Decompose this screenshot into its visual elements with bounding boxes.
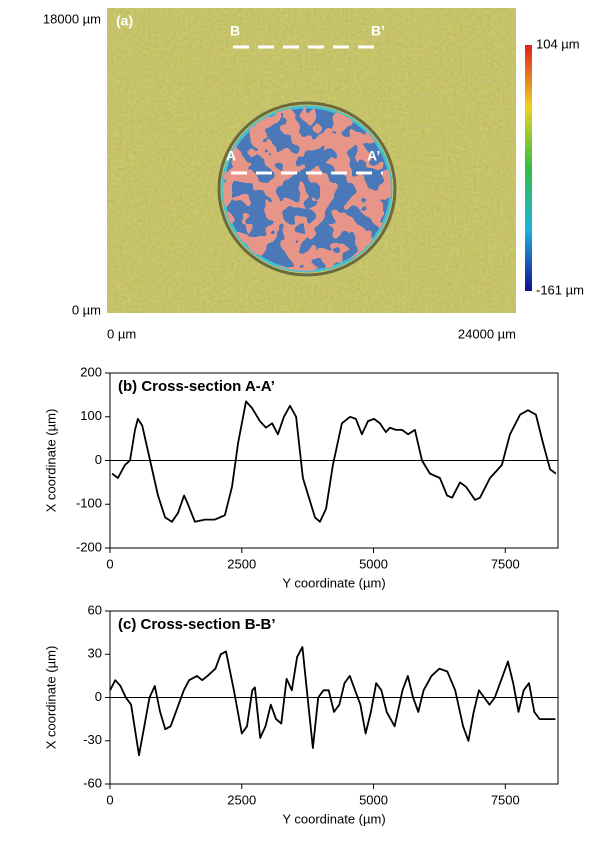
y-tick-label: 18000 µm (43, 11, 101, 26)
x-tick-label: 2500 (227, 556, 256, 571)
y-axis-label: X coordinate (µm) (43, 646, 58, 750)
annotation: B (230, 23, 240, 39)
x-tick-label: 5000 (359, 792, 388, 807)
data-line (111, 400, 557, 523)
colorbar-label: -161 µm (536, 282, 584, 297)
y-tick-label: 0 µm (72, 302, 101, 317)
x-tick-label: 0 (106, 792, 113, 807)
y-tick-label: 200 (80, 364, 102, 379)
x-tick-label: 7500 (491, 556, 520, 571)
y-tick-label: 100 (80, 408, 102, 423)
y-tick-label: -30 (83, 732, 102, 747)
x-tick-label: 0 (106, 556, 113, 571)
y-tick-label: 30 (88, 646, 102, 661)
colorbar (525, 45, 532, 291)
x-tick-label: 24000 µm (458, 326, 516, 341)
x-axis-label: Y coordinate (µm) (282, 811, 385, 826)
annotation: A’ (367, 148, 380, 164)
annotation: B’ (371, 23, 385, 39)
x-axis-label: Y coordinate (µm) (282, 575, 385, 590)
pit-texture (223, 107, 391, 271)
x-tick-label: 5000 (359, 556, 388, 571)
annotation: (a) (116, 13, 133, 29)
pit-rim (217, 101, 397, 277)
y-tick-label: 60 (88, 602, 102, 617)
x-tick-label: 7500 (491, 792, 520, 807)
y-tick-label: -200 (76, 539, 102, 554)
chart-title: (b) Cross-section A-A’ (118, 378, 275, 395)
x-tick-label: 2500 (227, 792, 256, 807)
y-tick-label: 0 (95, 689, 102, 704)
data-line (109, 646, 556, 757)
y-tick-label: -60 (83, 775, 102, 790)
x-tick-label: 0 µm (107, 326, 136, 341)
colorbar-label: 104 µm (536, 36, 580, 51)
surface-map (107, 8, 532, 313)
y-tick-label: 0 (95, 452, 102, 467)
y-axis-label: X coordinate (µm) (43, 409, 58, 513)
y-tick-label: -100 (76, 496, 102, 511)
chart-title: (c) Cross-section B-B’ (118, 616, 276, 633)
annotation: A (226, 148, 236, 164)
